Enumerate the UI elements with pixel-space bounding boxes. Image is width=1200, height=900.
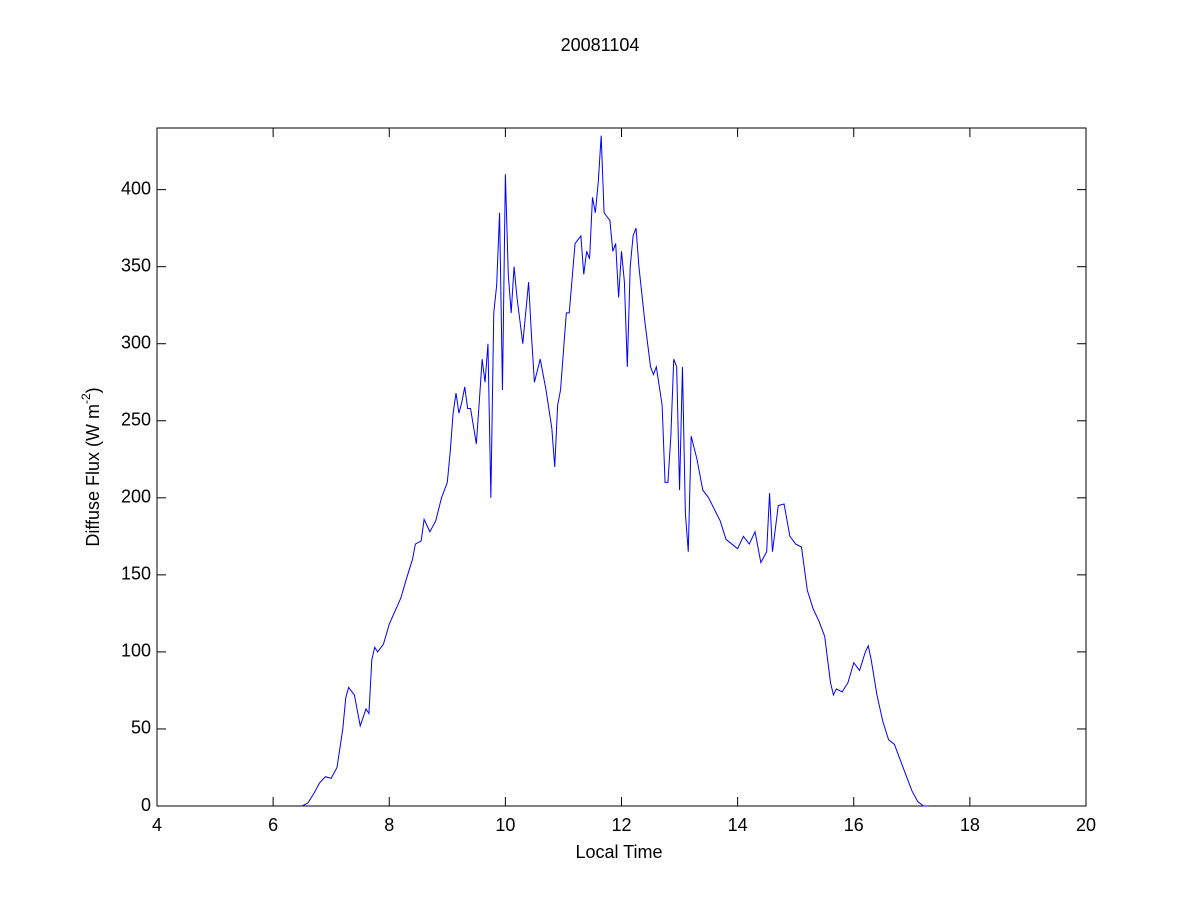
y-tick-label: 400 xyxy=(121,178,151,198)
plot-area xyxy=(156,127,1087,807)
x-tick-label: 6 xyxy=(268,815,278,835)
x-tick-label: 14 xyxy=(728,815,748,835)
x-axis-label: Local Time xyxy=(575,842,662,862)
y-tick-label: 50 xyxy=(131,718,151,738)
y-tick-label: 350 xyxy=(121,255,151,275)
y-tick-label: 300 xyxy=(121,332,151,352)
x-tick-label: 12 xyxy=(611,815,631,835)
x-tick-label: 4 xyxy=(152,815,162,835)
x-tick-label: 10 xyxy=(495,815,515,835)
y-tick-label: 0 xyxy=(141,795,151,815)
y-axis-label-superscript: -2 xyxy=(79,393,93,404)
y-axis-label: Diffuse Flux (W m-2) xyxy=(79,387,103,546)
y-tick-label: 150 xyxy=(121,564,151,584)
y-tick-label: 250 xyxy=(121,410,151,430)
y-axis-label-suffix: ) xyxy=(83,387,103,393)
x-tick-label: 18 xyxy=(960,815,980,835)
x-tick-label: 16 xyxy=(844,815,864,835)
data-line xyxy=(301,135,930,807)
x-tick-label: 20 xyxy=(1076,815,1096,835)
y-axis-label-text: Diffuse Flux (W m xyxy=(83,404,103,547)
chart-title: 20081104 xyxy=(561,35,640,55)
y-tick-label: 100 xyxy=(121,641,151,661)
y-tick-label: 200 xyxy=(121,487,151,507)
x-tick-label: 8 xyxy=(384,815,394,835)
